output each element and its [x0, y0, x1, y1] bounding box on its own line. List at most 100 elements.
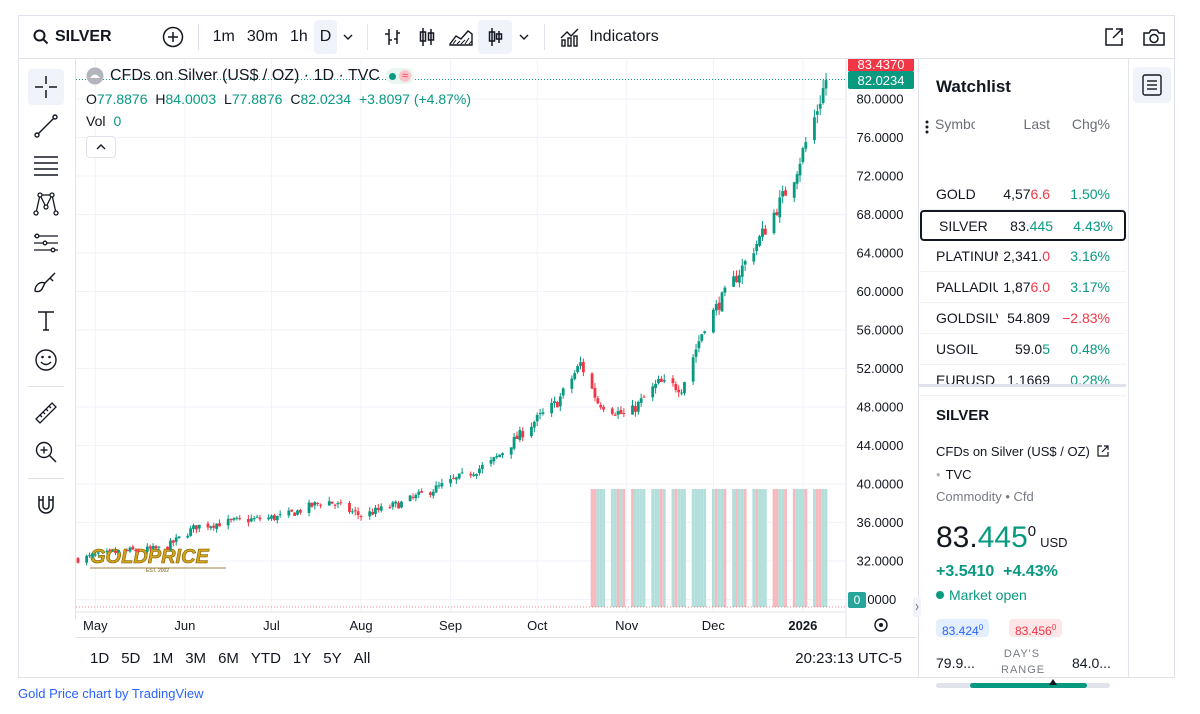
volume-bar — [602, 489, 606, 607]
candle-body — [824, 80, 828, 89]
range-1d[interactable]: 1D — [90, 650, 110, 667]
candle-body — [651, 386, 655, 398]
timezone-clock[interactable]: 20:23:13 UTC-5 — [795, 650, 902, 667]
candle-body — [795, 174, 799, 184]
watchlist-row-goldsilver[interactable]: GOLDSILVER 54.809 −2.83% — [919, 303, 1126, 334]
header-last[interactable]: Last — [1023, 116, 1050, 132]
divider — [367, 24, 369, 50]
trend-line-tool[interactable] — [28, 108, 64, 144]
candle-body — [711, 309, 715, 333]
ask-price: 83.4560 — [1009, 619, 1063, 638]
zoom-in-tool[interactable] — [28, 434, 64, 470]
candle-body — [590, 373, 594, 389]
range-1m[interactable]: 1M — [152, 650, 174, 667]
magnet-tool[interactable] — [28, 487, 64, 523]
y-tick-label: 48.0000 — [857, 400, 904, 415]
y-tick-label: 56.0000 — [857, 323, 904, 338]
candle-body — [437, 485, 441, 487]
crosshair-tool[interactable] — [28, 69, 64, 105]
measure-tool[interactable] — [28, 395, 64, 431]
watchlist-row-gold[interactable]: GOLD 4,576.6 1.50% — [919, 179, 1126, 210]
symbol-search[interactable]: SILVER — [27, 20, 118, 54]
candle-body — [469, 473, 473, 476]
bars-icon — [385, 29, 401, 45]
symbol-label: SILVER — [55, 28, 112, 45]
candle-body — [501, 453, 504, 456]
candle-body — [498, 454, 502, 457]
snapshot-button[interactable] — [1137, 20, 1171, 54]
range-all[interactable]: All — [353, 650, 371, 667]
hollow-candles-style-button[interactable] — [478, 20, 513, 54]
price-chart[interactable]: GOLDPRICE EST. 2002 80.000076.000072.000… — [76, 59, 916, 637]
text-tool[interactable] — [28, 303, 64, 339]
details-name[interactable]: CFDs on Silver (US$ / OZ) — [936, 444, 1110, 459]
header-chg[interactable]: Chg% — [1071, 116, 1110, 132]
header-symbol[interactable]: Symbol — [935, 116, 975, 132]
chevron-down-icon — [519, 34, 529, 40]
chart-settings-button[interactable] — [874, 618, 888, 632]
candle-body — [691, 357, 695, 382]
candle-body — [558, 396, 562, 407]
candle-body — [784, 190, 787, 196]
candle-body — [272, 515, 276, 521]
candles-style-button[interactable] — [410, 20, 444, 54]
price-main: 83. — [936, 521, 978, 554]
volume-bar — [616, 489, 620, 607]
volume-bar — [697, 489, 701, 607]
range-1y[interactable]: 1Y — [292, 650, 312, 667]
candle-body — [460, 472, 464, 474]
area-style-button[interactable] — [444, 20, 478, 54]
interval-1m[interactable]: 1m — [212, 28, 235, 45]
candle-body — [420, 491, 424, 493]
range-3m[interactable]: 3M — [185, 650, 207, 667]
watchlist-toggle-button[interactable] — [1133, 67, 1171, 103]
candle-body — [388, 507, 392, 509]
brush-tool[interactable] — [28, 264, 64, 300]
pattern-tool[interactable] — [28, 186, 64, 222]
watchlist-row-usoil[interactable]: USOIL 59.05 0.48% — [919, 334, 1126, 365]
range-5d[interactable]: 5D — [121, 650, 141, 667]
candle-body — [472, 474, 476, 476]
candle-body — [613, 414, 617, 416]
indicators-button[interactable]: Indicators — [553, 20, 664, 54]
candle-body — [336, 503, 340, 505]
divider — [28, 478, 64, 479]
prediction-tool[interactable] — [28, 225, 64, 261]
interval-d[interactable]: D — [313, 20, 338, 54]
price-sup: 0 — [1027, 523, 1037, 540]
watchlist-row-platinum[interactable]: PLATINUM2,341.03.16% — [919, 241, 1126, 272]
candle-body — [556, 401, 559, 408]
bars-style-button[interactable] — [376, 20, 410, 54]
footer-link[interactable]: Gold Price chart by TradingView — [18, 686, 204, 701]
candle-body — [391, 502, 395, 507]
compare-symbol-button[interactable] — [156, 20, 190, 54]
watchlist-row-palladium[interactable]: PALLADIUM1,876.03.17% — [919, 272, 1126, 303]
candle-body — [454, 477, 458, 480]
watchlist-row-silver[interactable]: SILVER 83.445 4.43% — [920, 210, 1126, 241]
row-last-tail: 6.0 — [1030, 279, 1050, 295]
price-highlight: 445 — [977, 521, 1028, 554]
candle-body — [657, 378, 660, 384]
price-badge-current-text: 82.0234 — [858, 73, 905, 88]
range-5y[interactable]: 5Y — [323, 650, 342, 667]
candle-body — [310, 502, 314, 507]
candle-body — [561, 388, 565, 396]
volume-bar — [691, 489, 695, 607]
chart-style-dropdown[interactable] — [512, 20, 536, 54]
chart-pane[interactable]: GOLDPRICE EST. 2002 80.0000 76.0000 72.000… — [76, 59, 916, 637]
candle-body — [775, 212, 779, 215]
drag-handle-icon[interactable] — [925, 120, 929, 134]
row-last-main: 59.0 — [1014, 341, 1043, 357]
fib-retracement-tool[interactable] — [28, 147, 64, 183]
range-6m[interactable]: 6M — [218, 650, 239, 667]
collapse-panel-handle-icon[interactable] — [913, 597, 921, 617]
interval-30m[interactable]: 30m — [246, 28, 278, 45]
interval-1h[interactable]: 1h — [289, 28, 308, 45]
collapse-legend-button[interactable] — [86, 136, 116, 158]
emoji-tool[interactable] — [28, 342, 64, 378]
interval-dropdown[interactable] — [337, 20, 359, 54]
candle-body — [333, 504, 337, 506]
watchlist-row-eurusd[interactable]: EURUSD 1.1669 0.28% — [919, 365, 1126, 396]
range-ytd[interactable]: YTD — [250, 650, 281, 667]
open-popup-button[interactable] — [1097, 20, 1131, 54]
